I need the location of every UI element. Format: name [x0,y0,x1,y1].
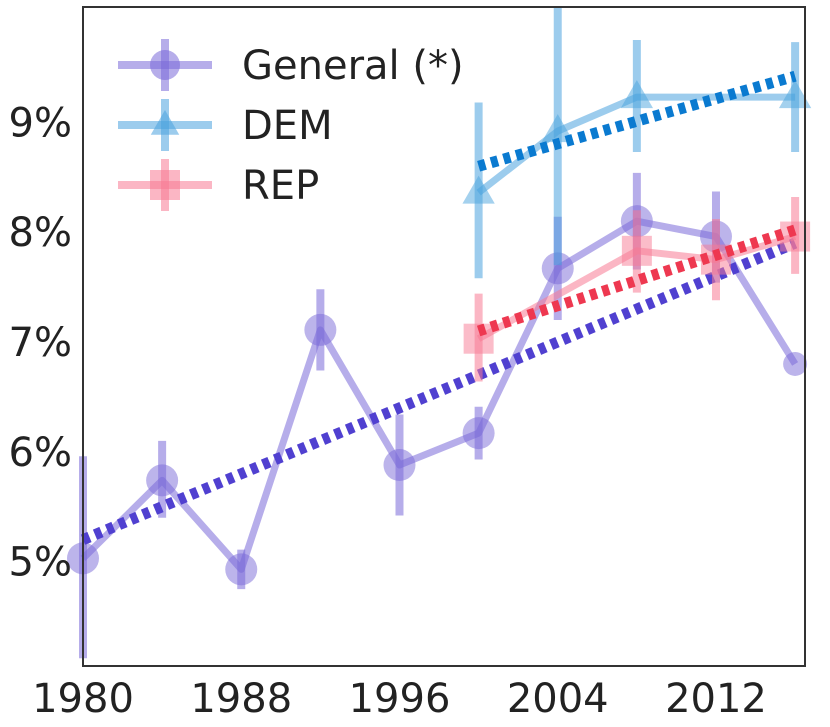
plot-area [67,7,812,659]
trend-line [80,238,798,545]
legend-label: DEM [242,103,333,149]
legend-label: General (*) [242,43,464,89]
x-tick-label: 1996 [349,676,451,722]
series-rep [463,197,811,382]
legend-label: REP [242,163,319,209]
x-tick-label: 2012 [665,676,767,722]
data-point [621,235,652,266]
legend: General (*) DEM REP [118,39,464,211]
axis-ticks: 1980 1988 1996 2004 2012 5% 6% 7% 8% 9% [9,100,767,722]
trend-line [477,70,797,172]
legend-item: DEM [118,99,333,151]
plot-frame [82,6,806,667]
x-tick-label: 2004 [507,676,609,722]
legend-marker [150,110,180,135]
data-point [783,351,808,376]
series-line [80,217,799,573]
data-point [462,175,495,204]
data-point [146,464,179,497]
y-tick-label: 6% [9,430,72,476]
data-point [304,313,337,346]
y-tick-label: 8% [9,210,72,256]
legend-marker [150,50,180,80]
data-point [225,553,258,586]
x-tick-label: 1988 [190,676,292,722]
legend-item: REP [118,159,319,211]
data-point [541,114,574,143]
legend-marker [150,170,180,200]
y-tick-label: 9% [9,100,72,146]
series-general [67,172,808,659]
data-point [462,417,495,450]
data-point [778,80,812,109]
y-tick-label: 5% [9,540,72,586]
y-tick-label: 7% [9,320,72,366]
trend-line [476,224,797,337]
series-dem [462,7,812,279]
data-point [383,449,416,482]
legend-item: General (*) [118,39,464,91]
data-point [620,80,654,109]
x-tick-label: 1980 [32,676,134,722]
data-point [541,252,574,285]
